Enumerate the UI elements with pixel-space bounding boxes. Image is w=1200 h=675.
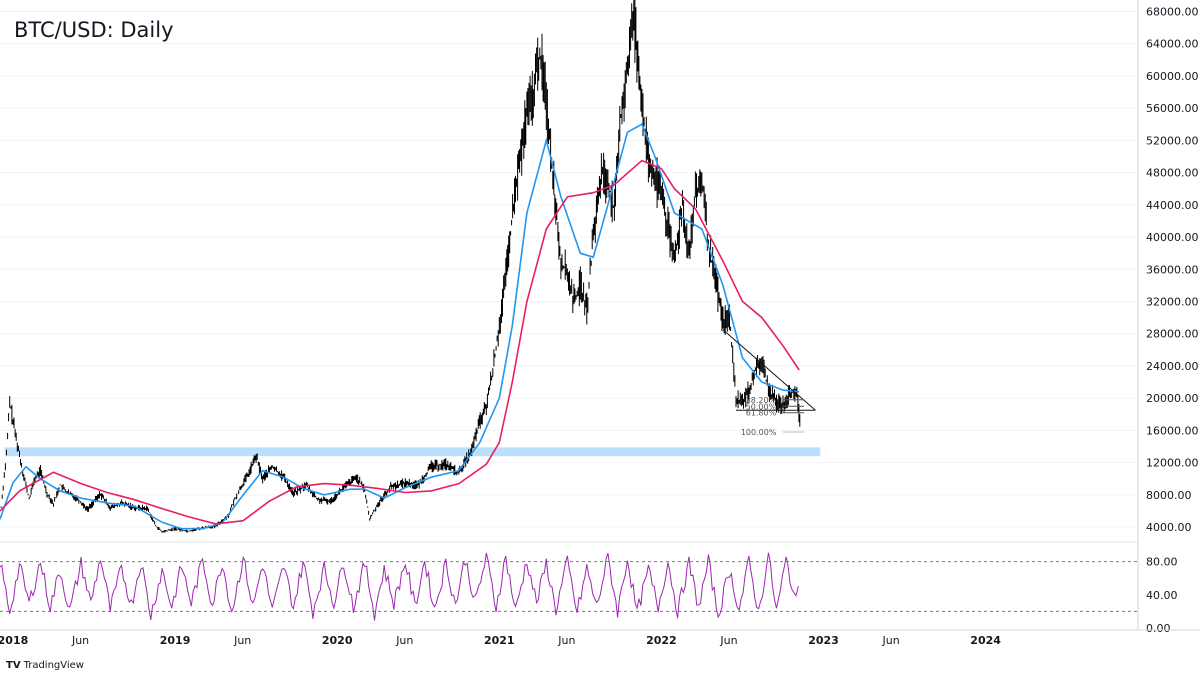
price-tick-label: 36000.00 <box>1146 263 1199 276</box>
time-tick-label: 2023 <box>808 634 839 647</box>
time-tick-label: 2021 <box>484 634 515 647</box>
price-tick-label: 4000.00 <box>1146 521 1192 534</box>
price-tick-label: 16000.00 <box>1146 424 1199 437</box>
fib-level-label: 50.00% <box>746 402 777 411</box>
time-tick-label: 2018 <box>0 634 28 647</box>
time-tick-label: Jun <box>233 634 251 647</box>
price-tick-label: 60000.00 <box>1146 70 1199 83</box>
price-tick-label: 44000.00 <box>1146 199 1199 212</box>
rsi-tick-label: 80.00 <box>1146 556 1178 569</box>
ma-line-1 <box>0 123 800 530</box>
fib-retracement: 38.20%50.00%61.80% 100.00% <box>741 396 805 437</box>
rsi-pane <box>0 552 1138 621</box>
time-tick-label: Jun <box>557 634 575 647</box>
price-tick-label: 12000.00 <box>1146 457 1199 470</box>
price-tick-label: 48000.00 <box>1146 167 1199 180</box>
tradingview-brand[interactable]: TV TradingView <box>6 660 84 671</box>
fib-level-label: 100.00% <box>741 428 777 437</box>
time-tick-label: 2022 <box>646 634 677 647</box>
rsi-line <box>0 552 799 621</box>
fib-level-label: 38.20% <box>746 396 777 405</box>
price-tick-label: 40000.00 <box>1146 231 1199 244</box>
price-tick-label: 8000.00 <box>1146 489 1192 502</box>
tradingview-logo-icon: TV <box>6 660 21 671</box>
price-axis[interactable]: 68000.00 64000.00 60000.00 56000.00 52000.00… <box>1146 5 1199 534</box>
rsi-tick-label: 0.00 <box>1146 622 1171 635</box>
price-tick-label: 56000.00 <box>1146 102 1199 115</box>
price-tick-label: 64000.00 <box>1146 38 1199 51</box>
moving-averages <box>0 123 800 530</box>
price-tick-label: 28000.00 <box>1146 328 1199 341</box>
support-zone <box>4 447 821 457</box>
time-axis[interactable]: 2018 Jun 2019 Jun 2020 Jun 2021 Jun 2022 Jun 2023 J… <box>0 634 1001 647</box>
price-tick-label: 68000.00 <box>1146 5 1199 18</box>
ma-line-2 <box>0 159 800 525</box>
rsi-tick-label: 40.00 <box>1146 589 1178 602</box>
triangle-trendlines <box>722 329 816 411</box>
time-tick-label: Jun <box>395 634 413 647</box>
time-tick-label: 2020 <box>322 634 353 647</box>
price-grid <box>0 10 1138 528</box>
chart-title: BTC/USD: Daily <box>14 18 174 42</box>
price-series <box>0 0 801 533</box>
fib-level-label: 61.80% <box>746 409 777 418</box>
brand-label: TradingView <box>23 660 84 671</box>
rsi-axis: 80.00 40.00 0.00 <box>1146 556 1178 635</box>
time-tick-label: Jun <box>71 634 89 647</box>
time-tick-label: 2019 <box>160 634 191 647</box>
time-tick-label: Jun <box>719 634 737 647</box>
trendline-1 <box>722 329 816 411</box>
price-tick-label: 32000.00 <box>1146 296 1199 309</box>
time-tick-label: 2024 <box>970 634 1001 647</box>
price-tick-label: 52000.00 <box>1146 134 1199 147</box>
price-tick-label: 20000.00 <box>1146 392 1199 405</box>
time-tick-label: Jun <box>882 634 900 647</box>
price-tick-label: 24000.00 <box>1146 360 1199 373</box>
